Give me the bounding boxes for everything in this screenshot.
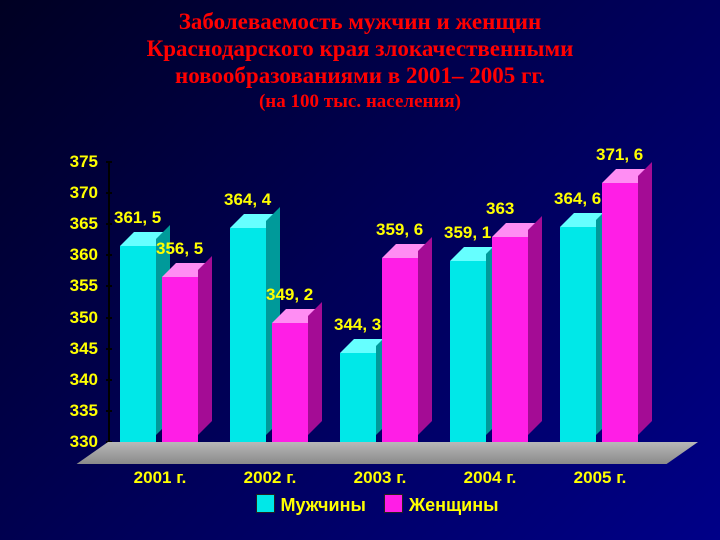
y-tick-label: 335 <box>38 401 98 421</box>
y-tick-label: 345 <box>38 339 98 359</box>
legend-label: Женщины <box>409 495 499 515</box>
title-line-3: новообразованиями в 2001– 2005 гг. <box>175 63 545 88</box>
bar-value-label: 344, 3 <box>334 315 381 335</box>
chart-legend: Мужчины Женщины <box>38 494 698 516</box>
bar-value-label: 364, 4 <box>224 190 271 210</box>
bar-chart: 375 370 365 360 355 350 345 340 335 330 361, 5 356… <box>38 152 698 512</box>
y-tick-label: 350 <box>38 308 98 328</box>
chart-title: Заболеваемость мужчин и женщин Краснодар… <box>0 0 720 89</box>
x-category-label: 2005 г. <box>550 468 650 488</box>
bar-Женщины <box>492 237 528 442</box>
bar-value-label: 364, 6 <box>554 189 601 209</box>
bar-Женщины <box>602 183 638 442</box>
bar-Мужчины <box>120 246 156 442</box>
bar-value-label: 361, 5 <box>114 208 161 228</box>
x-category-label: 2001 г. <box>110 468 210 488</box>
y-tick-label: 330 <box>38 432 98 452</box>
chart-floor <box>77 442 698 464</box>
x-category-label: 2004 г. <box>440 468 540 488</box>
title-line-1: Заболеваемость мужчин и женщин <box>179 9 542 34</box>
title-line-2: Краснодарского края злокачественными <box>147 36 574 61</box>
bar-value-label: 359, 6 <box>376 220 423 240</box>
y-tick-label: 360 <box>38 245 98 265</box>
bar-Мужчины <box>560 227 596 442</box>
bar-value-label: 363 <box>486 199 514 219</box>
y-tick-label: 340 <box>38 370 98 390</box>
bar-value-label: 356, 5 <box>156 239 203 259</box>
bar-Мужчины <box>230 228 266 442</box>
plot-area: 361, 5 356, 5 364, 4 349, 2 344, 3 359, 6 359,… <box>108 162 658 442</box>
bar-Мужчины <box>340 353 376 442</box>
legend-swatch <box>384 494 403 513</box>
bar-value-label: 349, 2 <box>266 285 313 305</box>
bar-Мужчины <box>450 261 486 442</box>
y-tick-label: 355 <box>38 276 98 296</box>
y-tick-label: 370 <box>38 183 98 203</box>
legend-label: Мужчины <box>281 495 366 515</box>
bar-Женщины <box>382 258 418 442</box>
chart-subtitle: (на 100 тыс. населения) <box>0 91 720 113</box>
bar-Женщины <box>272 323 308 442</box>
y-tick-label: 365 <box>38 214 98 234</box>
y-tick-label: 375 <box>38 152 98 172</box>
x-category-label: 2003 г. <box>330 468 430 488</box>
bar-Женщины <box>162 277 198 442</box>
x-category-label: 2002 г. <box>220 468 320 488</box>
bar-value-label: 359, 1 <box>444 223 491 243</box>
legend-swatch <box>256 494 275 513</box>
bar-value-label: 371, 6 <box>596 145 643 165</box>
